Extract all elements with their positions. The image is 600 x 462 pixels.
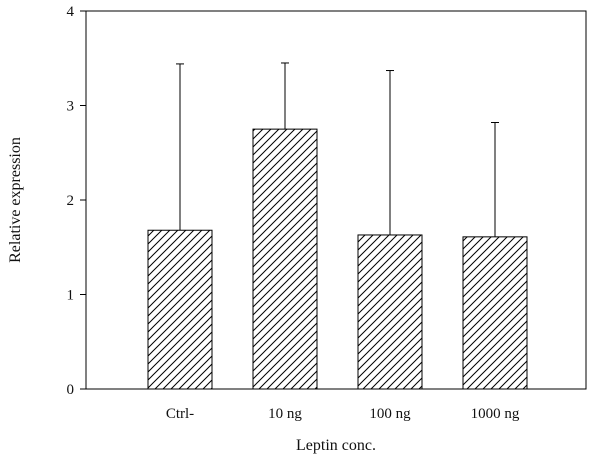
x-tick-label-1: 10 ng [268,406,302,422]
x-axis-title: Leptin conc. [296,437,376,454]
bar-3 [462,236,528,390]
x-tick-label-3: 1000 ng [471,406,520,422]
y-axis-title: Relative expression [7,137,24,263]
bar-2 [357,234,423,390]
bars-group [147,62,528,390]
x-tick-label-2: 100 ng [369,406,411,422]
bar-1 [252,128,318,390]
y-tick-label-0: 0 [67,382,75,398]
bar-0 [147,229,213,390]
x-tick-label-0: Ctrl- [166,406,194,422]
y-axis: 0 1 2 3 4 [67,4,86,398]
y-tick-label-4: 4 [67,4,75,20]
y-tick-label-1: 1 [67,288,75,304]
y-tick-label-3: 3 [67,99,75,115]
x-axis: Ctrl- 10 ng 100 ng 1000 ng [166,406,520,422]
y-tick-label-2: 2 [67,193,75,209]
